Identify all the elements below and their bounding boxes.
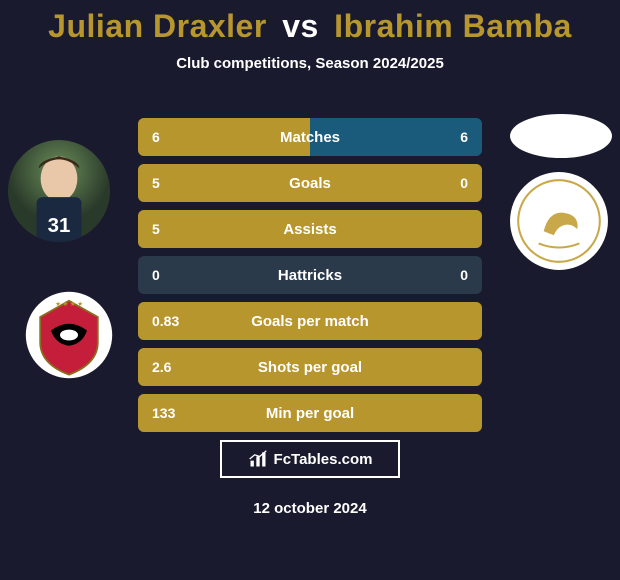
player2-avatar [510,114,612,158]
stat-value-left: 2.6 [152,359,171,375]
date-label: 12 october 2024 [0,500,620,517]
stats-table: 6 Matches 6 5 Goals 0 5 Assists 0 Hattricks 0 0.83 G… [138,118,482,440]
stat-value-right: 6 [460,129,468,145]
stat-value-left: 5 [152,221,160,237]
stat-value-right: 0 [460,267,468,283]
stat-row: 5 Assists [138,210,482,248]
stat-value-left: 5 [152,175,160,191]
stat-row: 2.6 Shots per goal [138,348,482,386]
chart-icon [248,449,268,469]
player2-name: Ibrahim Bamba [334,8,572,44]
branding-text: FcTables.com [274,451,373,468]
svg-text:★ ★ ★ ★: ★ ★ ★ ★ [55,301,83,308]
stat-label: Hattricks [278,267,342,284]
stat-label: Matches [280,129,340,146]
stat-row: 133 Min per goal [138,394,482,432]
comparison-title: Julian Draxler vs Ibrahim Bamba [0,0,620,45]
stat-row: 0 Hattricks 0 [138,256,482,294]
player2-club-logo [508,170,610,272]
stat-row: 6 Matches 6 [138,118,482,156]
stat-label: Goals per match [251,313,369,330]
stat-label: Assists [283,221,336,238]
stat-label: Min per goal [266,405,354,422]
stat-value-left: 6 [152,129,160,145]
stat-value-left: 0 [152,267,160,283]
svg-text:31: 31 [48,215,71,237]
stat-label: Shots per goal [258,359,362,376]
stat-label: Goals [289,175,331,192]
subtitle: Club competitions, Season 2024/2025 [0,55,620,72]
stat-row: 0.83 Goals per match [138,302,482,340]
player1-club-logo: ★ ★ ★ ★ [20,290,118,380]
stat-value-left: 0.83 [152,313,179,329]
player1-name: Julian Draxler [48,8,267,44]
stat-value-left: 133 [152,405,175,421]
branding-badge: FcTables.com [220,440,400,478]
player1-avatar: 31 [8,140,110,242]
vs-label: vs [282,8,319,44]
stat-value-right: 0 [460,175,468,191]
stat-row: 5 Goals 0 [138,164,482,202]
